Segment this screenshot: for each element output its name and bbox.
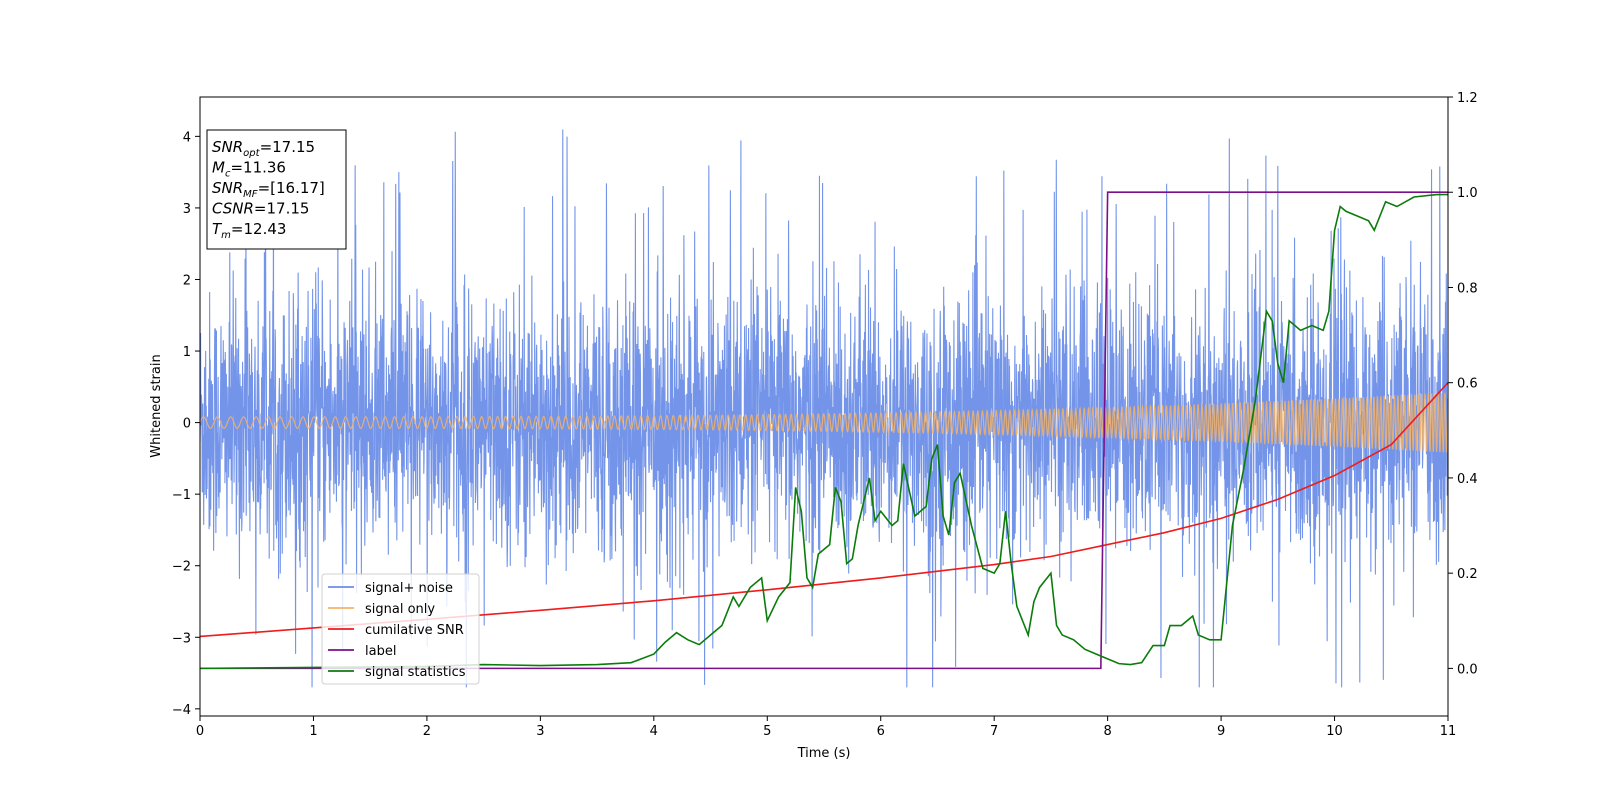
y-tick-label: −4 xyxy=(172,703,191,718)
y2-axis: 0.0 0.2 0.4 0.6 0.8 1.0 1.2 xyxy=(1448,91,1478,677)
x-tick-label: 0 xyxy=(196,724,204,739)
y-tick-label: 1 xyxy=(183,345,191,360)
plot-frame xyxy=(199,96,1449,717)
x-axis-label: Time (s) xyxy=(797,746,851,761)
y-tick-label: −3 xyxy=(172,631,191,646)
x-tick-label: 9 xyxy=(1217,724,1225,739)
y-tick-label: 0 xyxy=(183,417,191,432)
legend-entry: cumilative SNR xyxy=(365,623,464,638)
info-line: SNRMF=[16.17] xyxy=(212,179,325,200)
x-tick-label: 1 xyxy=(309,724,317,739)
y-tick-label: −2 xyxy=(172,560,191,575)
series-signal-noise-line xyxy=(200,129,1448,688)
x-tick-label: 2 xyxy=(423,724,431,739)
series-signal-only-line xyxy=(200,392,1448,453)
y-axis: −4 −3 −2 −1 0 1 2 3 4 xyxy=(172,130,200,718)
series-cumilative-snr-line xyxy=(200,382,1448,638)
y-tick-label: 4 xyxy=(183,130,191,145)
x-tick-label: 6 xyxy=(877,724,885,739)
legend-entry: signal statistics xyxy=(365,665,466,680)
info-line: CSNR=17.15 xyxy=(212,200,309,218)
info-line: Tm=12.43 xyxy=(212,220,286,241)
x-tick-label: 3 xyxy=(536,724,544,739)
y-tick-label: 3 xyxy=(183,202,191,217)
legend-entry: signal only xyxy=(365,602,435,617)
x-tick-label: 11 xyxy=(1440,724,1457,739)
series-signal-statistics-line xyxy=(200,193,1448,670)
y2-tick-label: 1.2 xyxy=(1457,91,1478,106)
legend-entry: label xyxy=(365,644,396,659)
info-box: SNRopt=17.15Mc=11.36SNRMF=[16.17]CSNR=17… xyxy=(206,129,347,250)
x-tick-label: 5 xyxy=(763,724,771,739)
info-box-frame xyxy=(206,129,347,250)
series-label-line xyxy=(200,191,1448,670)
y2-tick-label: 0.0 xyxy=(1457,662,1478,677)
x-axis: 0 1 2 3 4 5 6 7 8 9 10 11 xyxy=(196,716,1456,739)
legend: signal+ noise signal only cumilative SNR la… xyxy=(321,573,480,685)
legend-entry: signal+ noise xyxy=(365,581,453,596)
y2-tick-label: 1.0 xyxy=(1457,186,1478,201)
y2-tick-label: 0.2 xyxy=(1457,567,1478,582)
legend-frame xyxy=(321,573,480,685)
x-tick-label: 10 xyxy=(1326,724,1343,739)
info-line: Mc=11.36 xyxy=(212,159,286,180)
y-tick-label: −1 xyxy=(172,488,191,503)
y-tick-label: 2 xyxy=(183,273,191,288)
y2-tick-label: 0.4 xyxy=(1457,472,1478,487)
plot-series xyxy=(200,129,1448,688)
x-tick-label: 7 xyxy=(990,724,998,739)
y2-tick-label: 0.8 xyxy=(1457,281,1478,296)
x-tick-label: 8 xyxy=(1103,724,1111,739)
info-line: SNRopt=17.15 xyxy=(212,138,315,159)
x-tick-label: 4 xyxy=(650,724,658,739)
y-axis-label: Whitened strain xyxy=(149,354,164,457)
y2-tick-label: 0.6 xyxy=(1457,377,1478,392)
